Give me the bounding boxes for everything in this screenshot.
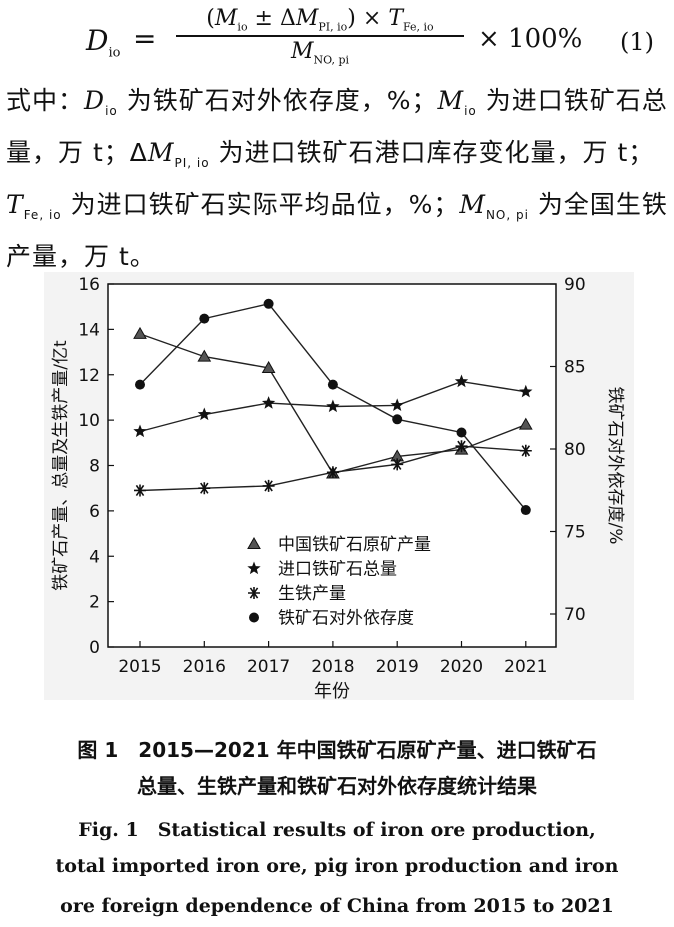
legend-label: 中国铁矿石原矿产量 [278, 535, 431, 555]
data-point-star [197, 407, 211, 421]
x-tick-label: 2020 [440, 657, 483, 677]
left-tick-label: 16 [78, 275, 100, 295]
x-tick-label: 2018 [311, 657, 354, 677]
legend-marker-triangle [247, 536, 261, 549]
legend-label: 铁矿石对外依存度 [278, 609, 414, 629]
data-point-star [133, 424, 147, 438]
data-point-triangle [518, 417, 533, 430]
data-point-circle [135, 379, 145, 390]
legend-marker-star [247, 561, 261, 575]
variable-definitions: 式中：Dio 为铁矿石对外依存度，%；Mio 为进口铁矿石总量，万 t；ΔMPI… [6, 86, 668, 271]
figure-1-chart: 0 2 4 6 8 10 12 14 16 70 75 80 85 90 2015 2016 2017 2018 2… [44, 272, 634, 700]
left-axis-label: 铁矿石产量、总量及生铁产量/亿t [51, 340, 71, 591]
caption-cn-line-2: 总量、生铁产量和铁矿石对外依存度统计结果 [137, 774, 537, 798]
data-point-asterisk [326, 466, 339, 479]
data-point-circle [327, 379, 338, 390]
caption-en-line-1: Fig. 1 Statistical results of iron ore p… [78, 819, 596, 841]
data-point-triangle [197, 349, 212, 362]
x-tick-label: 2019 [376, 657, 419, 677]
data-point-star [326, 399, 340, 413]
data-point-star [261, 396, 276, 409]
left-tick-label: 10 [78, 411, 100, 431]
equation-denominator: MNO, pi [290, 39, 350, 67]
data-point-circle [456, 427, 467, 438]
left-tick-label: 14 [78, 320, 100, 340]
right-tick-label: 85 [564, 358, 586, 378]
data-point-triangle [261, 360, 276, 373]
right-axis-label: 铁矿石对外依存度/% [605, 387, 625, 545]
data-point-asterisk [134, 484, 146, 497]
x-tick-label: 2017 [247, 657, 290, 677]
caption-cn-line-1: 图 1 2015—2021 年中国铁矿石原矿产量、进口铁矿石 [77, 738, 597, 762]
left-tick-label: 12 [78, 366, 100, 386]
left-tick-label: 6 [89, 502, 100, 522]
data-point-asterisk [198, 482, 211, 495]
legend-label: 进口铁矿石总量 [278, 560, 397, 580]
equals-sign: = [133, 22, 157, 55]
plot-area [107, 283, 557, 648]
data-point-circle [392, 414, 403, 425]
fraction-bar [176, 35, 464, 38]
data-point-circle [199, 313, 210, 324]
data-point-asterisk [262, 479, 275, 492]
data-point-asterisk [455, 440, 468, 453]
right-tick-label: 75 [564, 523, 586, 543]
legend-marker-asterisk [248, 587, 260, 599]
data-point-asterisk [391, 458, 404, 471]
equation-number: (1) [620, 28, 654, 56]
equation-1: Dio = (Mio ± ΔMPI, io) × TFe, io MNO, pi… [0, 6, 674, 72]
chart-svg: 0 2 4 6 8 10 12 14 16 70 75 80 85 90 2015 2016 2017 2018 2… [51, 275, 625, 700]
data-point-circle [520, 505, 531, 516]
data-point-circle [263, 298, 274, 309]
right-tick-label: 90 [564, 275, 586, 295]
legend-marker-circle [249, 612, 259, 623]
right-tick-label: 70 [564, 605, 586, 625]
left-tick-label: 8 [89, 457, 100, 477]
x-tick-label: 2016 [183, 657, 226, 677]
data-point-star [390, 398, 404, 412]
equation-lhs: Dio [86, 24, 121, 61]
left-tick-label: 4 [89, 547, 100, 567]
x-axis-label: 年份 [314, 681, 350, 700]
data-point-star [519, 384, 533, 398]
caption-en-line-2: total imported iron ore, pig iron produc… [55, 855, 619, 877]
data-point-triangle [133, 326, 147, 339]
caption-en-line-3: ore foreign dependence of China from 201… [60, 895, 614, 917]
left-tick-label: 0 [89, 638, 100, 658]
x-tick-label: 2015 [118, 657, 161, 677]
equation-numerator: (Mio ± ΔMPI, io) × TFe, io [206, 6, 434, 34]
equation-multiplier: × 100% [478, 24, 583, 54]
data-point-star [454, 374, 469, 388]
right-tick-label: 80 [564, 440, 586, 460]
left-tick-label: 2 [89, 593, 100, 613]
data-point-asterisk [519, 444, 532, 457]
legend-label: 生铁产量 [278, 584, 346, 604]
x-tick-label: 2021 [504, 657, 547, 677]
equation-fraction: (Mio ± ΔMPI, io) × TFe, io MNO, pi [170, 6, 470, 67]
